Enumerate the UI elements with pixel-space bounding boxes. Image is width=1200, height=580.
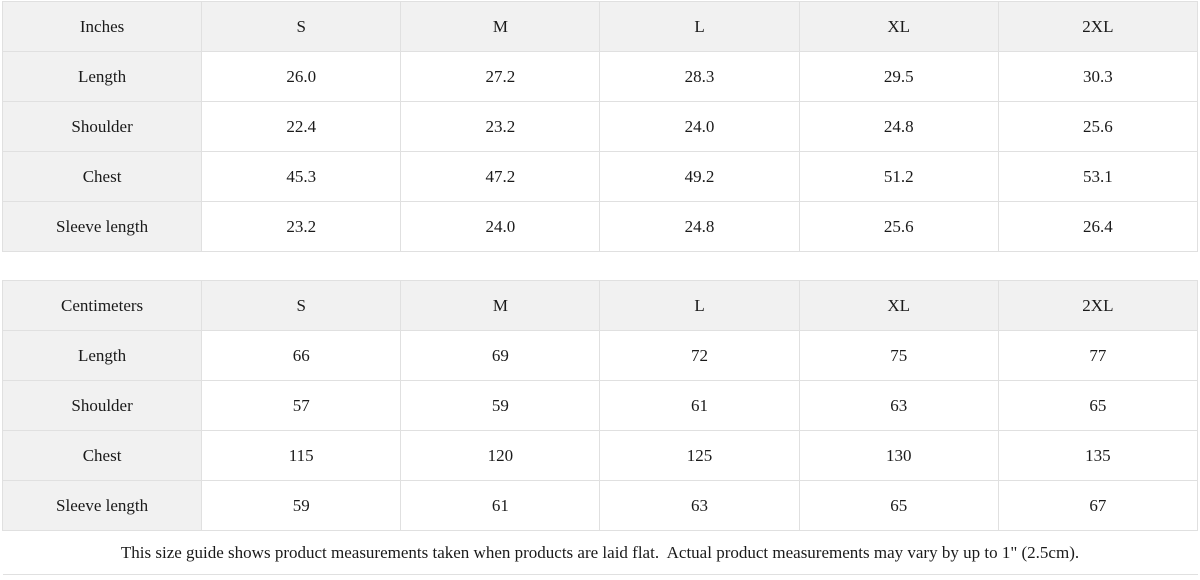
measurement-value-cell: 130 (798, 430, 999, 481)
measurement-row: Length 66 69 72 75 77 (1, 330, 1199, 381)
measurement-row: Length 26.0 27.2 28.3 29.5 30.3 (1, 51, 1199, 102)
measurement-value-cell: 120 (400, 430, 601, 481)
measurement-value-cell: 57 (201, 380, 402, 431)
measurement-value-cell: 61 (599, 380, 800, 431)
measurement-value-cell: 59 (400, 380, 601, 431)
measurement-value-cell: 22.4 (201, 101, 402, 152)
measurement-value-cell: 23.2 (400, 101, 601, 152)
table-spacer-row (2, 251, 1198, 281)
measurement-row: Shoulder 22.4 23.2 24.0 24.8 25.6 (1, 101, 1199, 152)
measurement-label-cell: Chest (1, 151, 203, 202)
measurement-value-cell: 53.1 (997, 151, 1199, 202)
measurement-value-cell: 66 (201, 330, 402, 381)
size-header-row: Inches S M L XL 2XL (1, 1, 1199, 52)
measurement-value-cell: 59 (201, 480, 402, 531)
size-header-cell: L (599, 280, 800, 331)
size-header-cell: L (599, 1, 800, 52)
measurement-value-cell: 61 (400, 480, 601, 531)
measurement-value-cell: 23.2 (201, 201, 402, 252)
measurement-value-cell: 125 (599, 430, 800, 481)
size-header-cell: M (400, 280, 601, 331)
measurement-value-cell: 27.2 (400, 51, 601, 102)
measurement-value-cell: 67 (997, 480, 1199, 531)
measurement-value-cell: 25.6 (798, 201, 999, 252)
measurement-value-cell: 77 (997, 330, 1199, 381)
footer-note: This size guide shows product measuremen… (2, 530, 1198, 575)
measurement-row: Chest 45.3 47.2 49.2 51.2 53.1 (1, 151, 1199, 202)
measurement-value-cell: 28.3 (599, 51, 800, 102)
measurement-value-cell: 75 (798, 330, 999, 381)
footer-note-row: This size guide shows product measuremen… (2, 530, 1198, 575)
measurement-value-cell: 49.2 (599, 151, 800, 202)
measurement-label-cell: Shoulder (1, 101, 203, 152)
measurement-row: Shoulder 57 59 61 63 65 (1, 380, 1199, 431)
size-header-cell: XL (798, 1, 999, 52)
measurement-label-cell: Length (1, 330, 203, 381)
size-header-cell: M (400, 1, 601, 52)
measurement-value-cell: 24.0 (400, 201, 601, 252)
measurement-label-cell: Length (1, 51, 203, 102)
measurement-value-cell: 26.0 (201, 51, 402, 102)
measurement-label-cell: Shoulder (1, 380, 203, 431)
measurement-row: Chest 115 120 125 130 135 (1, 430, 1199, 481)
measurement-value-cell: 63 (798, 380, 999, 431)
measurement-value-cell: 25.6 (997, 101, 1199, 152)
spacer-cell (2, 251, 1198, 281)
measurement-value-cell: 29.5 (798, 51, 999, 102)
measurement-row: Sleeve length 59 61 63 65 67 (1, 480, 1199, 531)
measurement-label-cell: Chest (1, 430, 203, 481)
measurement-row: Sleeve length 23.2 24.0 24.8 25.6 26.4 (1, 201, 1199, 252)
measurement-value-cell: 51.2 (798, 151, 999, 202)
measurement-label-cell: Sleeve length (1, 480, 203, 531)
measurement-value-cell: 72 (599, 330, 800, 381)
size-header-cell: S (201, 1, 402, 52)
size-header-cell: 2XL (997, 1, 1199, 52)
measurement-value-cell: 47.2 (400, 151, 601, 202)
unit-header-cell: Centimeters (1, 280, 203, 331)
measurement-value-cell: 24.0 (599, 101, 800, 152)
measurement-value-cell: 30.3 (997, 51, 1199, 102)
measurement-value-cell: 45.3 (201, 151, 402, 202)
size-header-cell: S (201, 280, 402, 331)
measurement-value-cell: 69 (400, 330, 601, 381)
measurement-value-cell: 63 (599, 480, 800, 531)
size-header-cell: XL (798, 280, 999, 331)
measurement-value-cell: 135 (997, 430, 1199, 481)
size-header-row: Centimeters S M L XL 2XL (1, 280, 1199, 331)
measurement-value-cell: 24.8 (599, 201, 800, 252)
measurement-value-cell: 65 (997, 380, 1199, 431)
unit-header-cell: Inches (1, 1, 203, 52)
measurement-value-cell: 115 (201, 430, 402, 481)
measurement-value-cell: 26.4 (997, 201, 1199, 252)
measurement-value-cell: 24.8 (798, 101, 999, 152)
measurement-value-cell: 65 (798, 480, 999, 531)
measurement-label-cell: Sleeve length (1, 201, 203, 252)
size-header-cell: 2XL (997, 280, 1199, 331)
